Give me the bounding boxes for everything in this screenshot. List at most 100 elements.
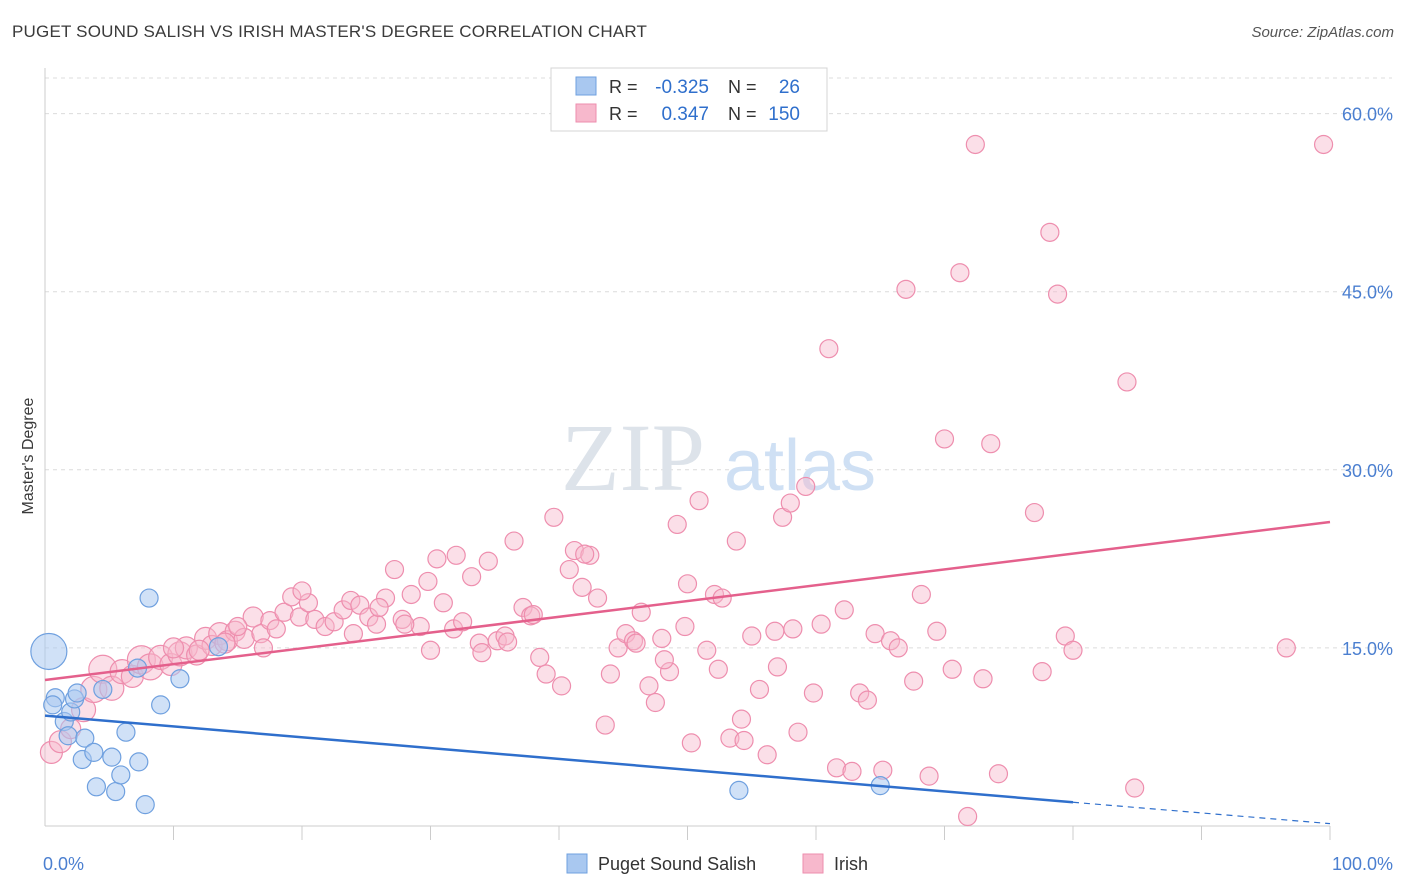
irish-point <box>1276 638 1296 658</box>
irish-point <box>783 619 803 639</box>
irish-point <box>188 639 210 661</box>
irish-point <box>765 621 785 641</box>
irish-point <box>788 722 808 742</box>
irish-point <box>559 559 579 580</box>
irish-point <box>767 657 788 677</box>
puget-sound-salish-point <box>30 632 68 671</box>
y-tick-label: 60.0% <box>1342 105 1393 125</box>
irish-point <box>453 612 473 632</box>
irish-point <box>343 624 363 644</box>
irish-point <box>659 662 680 682</box>
irish-point <box>857 690 878 710</box>
irish-point <box>950 263 970 283</box>
y-tick-label: 15.0% <box>1342 639 1393 659</box>
irish-point <box>600 664 621 684</box>
irish-point <box>174 636 198 660</box>
puget-sound-salish-point <box>208 637 229 657</box>
irish-point <box>826 758 847 778</box>
irish-point <box>1047 284 1068 304</box>
bottom-legend-swatch-pink[interactable] <box>802 853 824 874</box>
irish-point <box>420 640 441 660</box>
irish-point <box>803 683 824 703</box>
irish-point <box>536 664 556 684</box>
irish-point <box>958 806 978 827</box>
irish-point <box>1032 662 1052 682</box>
irish-point <box>575 544 595 564</box>
irish-point <box>626 633 646 653</box>
irish-point <box>654 650 674 670</box>
irish-point <box>498 632 518 652</box>
legend-n-value-2: 150 <box>768 104 800 125</box>
irish-point <box>1125 778 1145 798</box>
bottom-legend-label-pink[interactable]: Irish <box>834 854 868 874</box>
irish-point <box>757 745 777 765</box>
irish-point <box>888 638 908 658</box>
legend-n-label-1: N = <box>728 77 757 97</box>
irish-point <box>410 616 430 637</box>
legend-n-label-2: N = <box>728 104 757 124</box>
legend-r-value-1: -0.325 <box>655 77 709 98</box>
irish-point <box>645 692 665 713</box>
irish-point <box>1313 134 1334 155</box>
bottom-legend-swatch-blue[interactable] <box>566 853 588 874</box>
irish-point <box>677 574 698 594</box>
irish-point <box>289 607 310 627</box>
puget-sound-salish-point <box>129 752 149 772</box>
irish-point <box>973 669 993 689</box>
puget-sound-salish-point <box>67 683 87 703</box>
irish-point <box>395 614 415 634</box>
source-label: Source: ZipAtlas.com <box>1251 24 1394 41</box>
puget-sound-salish-point <box>102 747 122 767</box>
irish-point <box>530 647 550 668</box>
top-legend-box <box>550 67 828 132</box>
irish-point <box>305 609 325 630</box>
puget-sound-salish-point <box>84 742 104 762</box>
irish-point <box>162 637 185 659</box>
irish-point <box>834 600 854 620</box>
bottom-legend-label-blue[interactable]: Puget Sound Salish <box>598 854 756 874</box>
irish-point <box>720 728 740 748</box>
puget-sound-salish-point <box>729 780 749 800</box>
irish-point <box>401 584 421 605</box>
irish-point <box>904 671 924 691</box>
puget-sound-salish-trend-extension <box>1072 801 1331 825</box>
irish-point <box>478 551 498 571</box>
irish-point <box>595 715 615 735</box>
watermark-zip: ZIP <box>561 404 705 511</box>
irish-point <box>462 567 482 587</box>
irish-point <box>1040 222 1060 242</box>
irish-point <box>942 659 962 679</box>
irish-point <box>749 679 770 700</box>
irish-point <box>242 606 264 628</box>
trend-lines <box>44 520 1331 825</box>
irish-point <box>734 730 754 751</box>
irish-point <box>911 584 931 605</box>
irish-point <box>842 761 862 781</box>
irish-point <box>896 279 916 299</box>
irish-point <box>472 643 492 663</box>
puget-sound-salish-point <box>139 588 159 608</box>
irish-point <box>927 621 947 641</box>
puget-sound-salish-point <box>43 695 63 715</box>
irish-point <box>315 616 335 637</box>
irish-point <box>742 626 762 646</box>
irish-point <box>726 531 746 551</box>
bottom-legend: Puget Sound Salish Irish <box>566 853 868 874</box>
puget-sound-salish-point <box>75 728 95 748</box>
irish-point <box>981 434 1001 454</box>
puget-sound-salish-point <box>135 795 155 815</box>
legend-swatch-blue <box>575 76 597 96</box>
legend-r-label-2: R = <box>609 104 638 124</box>
legend-swatch-pink <box>575 103 597 123</box>
irish-point <box>564 540 585 561</box>
irish-point <box>366 614 387 634</box>
watermark: ZIP atlas <box>561 404 876 511</box>
irish-point <box>446 545 466 565</box>
irish-point <box>251 624 271 644</box>
puget-sound-salish-point <box>93 679 113 700</box>
puget-sound-salish-point <box>86 777 107 797</box>
irish-point <box>1024 502 1045 523</box>
legend-r-label-1: R = <box>609 77 638 97</box>
puget-sound-salish-point <box>170 669 190 689</box>
x-tick-label: 100.0% <box>1332 854 1393 874</box>
